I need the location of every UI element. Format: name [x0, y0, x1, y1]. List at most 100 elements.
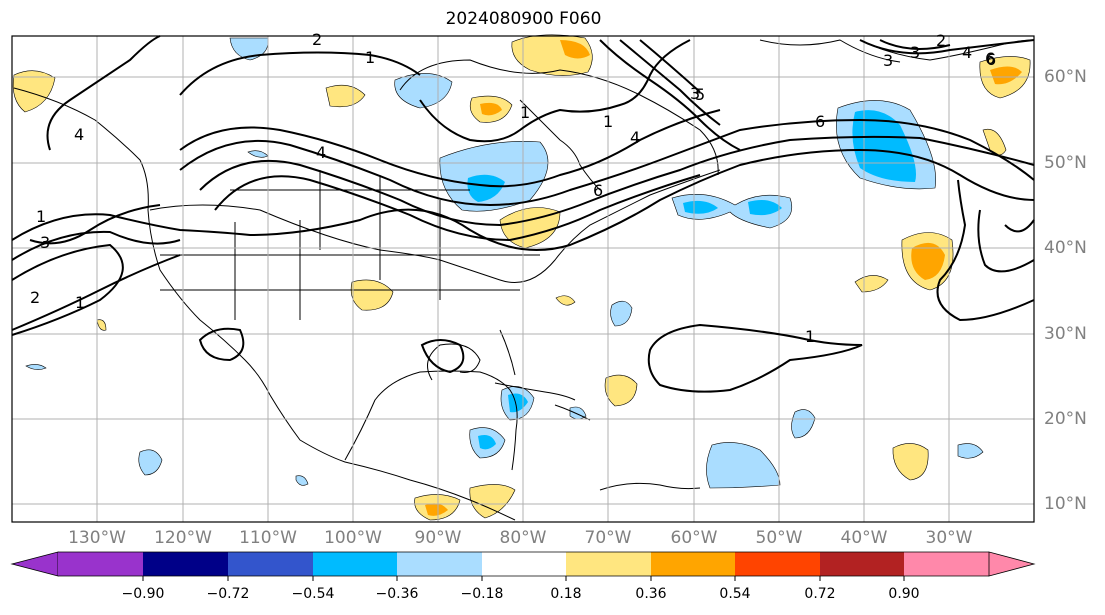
colorbar-tick-label: 0.90 — [888, 586, 920, 602]
lon-label: 80°W — [499, 528, 547, 548]
shade-neg-atl-n-core — [852, 110, 916, 182]
colorbar-segment — [566, 552, 651, 576]
shade-neg-baffin — [394, 73, 453, 109]
colorbar-extend-right — [988, 551, 1036, 577]
lat-label: 10°N — [1044, 494, 1087, 514]
shade-neg-quebec-core — [467, 174, 505, 202]
shade-neg-carib-w-core — [478, 435, 496, 450]
shade-neg-pac3 — [295, 475, 309, 486]
colorbar-segment — [735, 552, 820, 576]
shade-pos-greenland-core — [560, 40, 590, 59]
colorbar-tick-label: 0.72 — [804, 586, 836, 602]
lat-label: 50°N — [1044, 153, 1087, 173]
shade-pos-midatl — [499, 207, 561, 249]
contour-label: 4 — [316, 143, 326, 162]
lon-label: 50°W — [755, 528, 803, 548]
shaded-regions — [12, 34, 1031, 521]
map-title: 2024080900 F060 — [445, 9, 602, 29]
shade-pos-hudson — [325, 84, 366, 108]
contour-label: 2 — [30, 288, 40, 307]
shade-neg-nova-core2 — [748, 200, 782, 216]
contour-label: 3 — [690, 84, 700, 103]
lon-label: 100°W — [324, 528, 382, 548]
contour-label: 2 — [312, 30, 322, 49]
shade-neg-mn — [247, 150, 269, 158]
lon-label: 110°W — [239, 528, 297, 548]
contour-label: 6 — [815, 112, 825, 131]
shade-pos-cent-am — [469, 484, 516, 519]
contour-label: 6 — [986, 50, 996, 69]
lat-label: 20°N — [1044, 409, 1087, 429]
contour-label: 4 — [74, 125, 84, 144]
shade-pos-carib — [604, 374, 638, 407]
lat-label: 30°N — [1044, 324, 1087, 344]
colorbar-segment — [313, 552, 397, 576]
lat-label: 40°N — [1044, 238, 1087, 258]
contour-label: 1 — [520, 103, 530, 122]
colorbar — [10, 551, 1036, 581]
lat-label: 60°N — [1044, 67, 1087, 87]
colorbar-segment — [651, 552, 735, 576]
contour-label: 3 — [883, 51, 893, 70]
contour-label: 6 — [593, 181, 603, 200]
contour-label: 1 — [36, 207, 46, 226]
lon-label: 40°W — [840, 528, 888, 548]
lon-label: 120°W — [154, 528, 212, 548]
map-frame — [11, 35, 1035, 523]
contour-label: 1 — [75, 293, 85, 312]
contour-label-group: 1 2 2 3 4 4 6 1 4 1 3 6 1 3 1 2 1 6 3 5 … — [30, 30, 996, 346]
colorbar-tick-label: 0.18 — [550, 586, 582, 602]
contours — [11, 35, 1035, 393]
colorbar-segment — [820, 552, 904, 576]
colorbar-tick-label: −0.18 — [460, 586, 504, 602]
contour-label: 3 — [910, 43, 920, 62]
shade-pos-pac — [96, 319, 107, 331]
shade-neg-nova-core1 — [683, 200, 718, 214]
lon-label: 60°W — [670, 528, 718, 548]
shade-neg-ga — [610, 300, 633, 327]
colorbar-extend-left — [10, 551, 59, 577]
colorbar-tick-label: 0.54 — [719, 586, 751, 602]
contour-label: 3 — [40, 233, 50, 252]
shade-pos-alaska — [12, 70, 56, 113]
shade-neg-atl-mid — [791, 409, 816, 439]
colorbar-segment — [904, 552, 989, 576]
shade-pos-atl-small — [854, 275, 889, 293]
shade-neg-pac2 — [25, 364, 47, 370]
contour-label: 4 — [630, 128, 640, 147]
shade-pos-labrador-core — [480, 102, 502, 116]
lon-label: 30°W — [925, 528, 973, 548]
contour-label: 1 — [365, 48, 375, 67]
lon-label: 70°W — [584, 528, 632, 548]
colorbar-tick-label: −0.90 — [121, 586, 165, 602]
graticule — [12, 36, 1034, 522]
colorbar-tick-label: 0.36 — [635, 586, 667, 602]
shade-neg-atl-e — [957, 443, 984, 459]
colorbar-segment — [482, 552, 566, 576]
shade-pos-pacific-s-core — [425, 503, 448, 516]
shade-pos-plains — [350, 279, 394, 311]
colorbar-tick-label: −0.54 — [291, 586, 335, 602]
contour-label: 2 — [936, 31, 946, 50]
colorbar-segment — [58, 552, 143, 576]
shade-pos-iceland-core — [990, 66, 1022, 85]
shade-neg-atl-s — [706, 442, 781, 489]
shade-pos-eastatl-s — [892, 443, 929, 481]
shade-pos-atl-east-core — [911, 242, 945, 280]
contour-label: 1 — [603, 112, 613, 131]
colorbar-tick-label: −0.36 — [375, 586, 419, 602]
contour-label: 1 — [805, 327, 815, 346]
shade-pos-greenland-e — [982, 128, 1007, 156]
contour-label: 6 — [985, 49, 995, 68]
shade-pos-sea — [555, 295, 576, 306]
colorbar-tick-label: −0.72 — [206, 586, 250, 602]
shade-neg-pac — [138, 449, 163, 476]
lon-label: 90°W — [414, 528, 462, 548]
colorbar-segment — [397, 552, 482, 576]
contour-label: 4 — [962, 43, 972, 62]
colorbar-segment — [228, 552, 313, 576]
lon-label: 130°W — [68, 528, 126, 548]
contour-label: 5 — [695, 85, 705, 104]
colorbar-segment — [143, 552, 228, 576]
